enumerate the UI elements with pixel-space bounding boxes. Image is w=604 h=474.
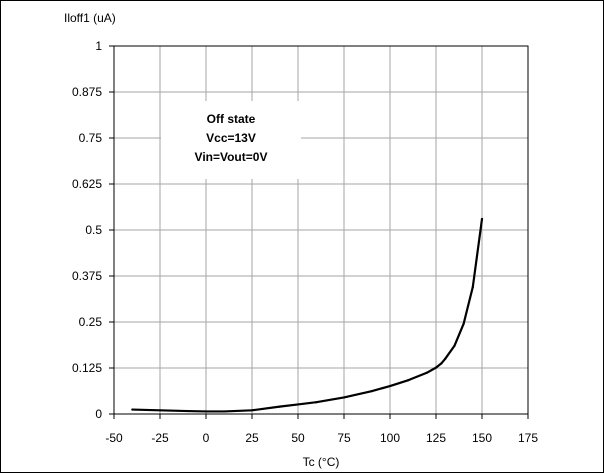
x-tick-label: 25 — [245, 431, 259, 445]
x-tick-label: 150 — [472, 431, 492, 445]
x-tick-label: 75 — [337, 431, 351, 445]
y-tick-label: 0.125 — [72, 361, 102, 375]
data-point — [434, 366, 438, 369]
data-point — [158, 409, 162, 412]
x-axis-ticks: -50 -25 0 25 50 75 100 125 150 175 — [105, 414, 538, 445]
y-tick-label: 0.25 — [79, 315, 103, 329]
y-tick-label: 0 — [95, 407, 102, 421]
data-point — [131, 408, 134, 411]
series-line — [131, 217, 484, 413]
data-point — [440, 362, 443, 365]
y-tick-label: 0.875 — [72, 85, 102, 99]
annotation-line-vcc: Vcc=13V — [206, 131, 256, 145]
data-point — [204, 410, 208, 413]
annotation-line-vin: Vin=Vout=0V — [195, 150, 268, 164]
data-point — [296, 403, 300, 406]
x-axis-label: Tc (°C) — [303, 455, 340, 469]
data-point — [278, 405, 281, 408]
y-tick-label: 0.375 — [72, 269, 102, 283]
x-tick-label: 125 — [426, 431, 446, 445]
data-point — [462, 322, 465, 325]
data-point — [250, 409, 254, 412]
data-point — [453, 344, 456, 348]
y-tick-label: 0.5 — [85, 223, 102, 237]
annotation-box: Off state Vcc=13V Vin=Vout=0V — [161, 101, 301, 179]
data-point — [186, 409, 189, 413]
y-tick-label: 0.625 — [72, 177, 102, 191]
y-axis-ticks: 0 0.125 0.25 0.375 0.5 0.625 0.75 0.875 1 — [72, 39, 114, 421]
data-point — [471, 285, 474, 289]
data-point — [342, 396, 346, 399]
y-axis-label: Iloff1 (uA) — [64, 11, 116, 25]
x-tick-label: 0 — [203, 431, 210, 445]
data-point — [223, 410, 226, 413]
annotation-line-state: Off state — [207, 112, 256, 126]
data-point — [370, 390, 373, 393]
x-tick-label: 50 — [291, 431, 305, 445]
data-point — [425, 371, 428, 374]
data-point — [407, 379, 410, 382]
data-point — [480, 217, 484, 221]
y-tick-label: 0.75 — [79, 131, 103, 145]
x-tick-label: 175 — [518, 431, 538, 445]
x-tick-label: -25 — [151, 431, 169, 445]
y-tick-label: 1 — [95, 39, 102, 53]
x-tick-label: -50 — [105, 431, 123, 445]
data-point — [444, 357, 447, 360]
data-point — [388, 384, 392, 388]
x-tick-label: 100 — [380, 431, 400, 445]
annotation-background — [161, 101, 301, 179]
series-group — [131, 217, 484, 413]
data-point — [315, 401, 318, 404]
